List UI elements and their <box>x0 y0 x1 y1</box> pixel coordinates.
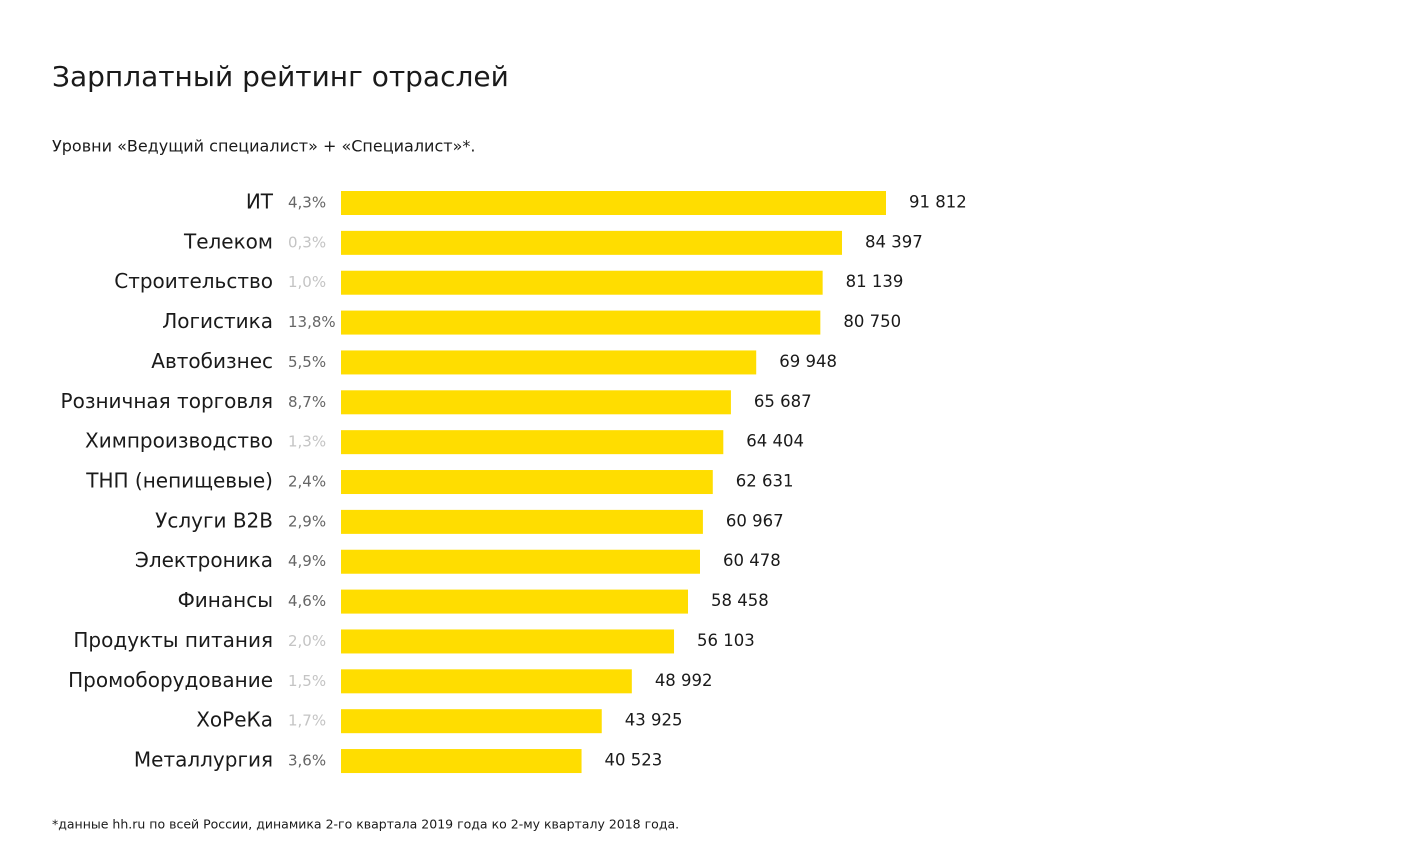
change-label: 13,8% <box>288 313 336 331</box>
category-label: Телеком <box>183 229 273 253</box>
category-label: Электроника <box>135 548 273 572</box>
change-label: 4,3% <box>288 194 326 212</box>
chart-subtitle: Уровни «Ведущий специалист» + «Специалис… <box>52 137 475 156</box>
bar <box>341 669 632 694</box>
category-label: Услуги B2B <box>155 508 273 532</box>
change-label: 1,7% <box>288 712 326 730</box>
bar <box>341 390 731 415</box>
change-label: 2,0% <box>288 632 326 650</box>
bar <box>341 350 757 375</box>
bar <box>341 589 689 614</box>
category-label: Продукты питания <box>73 628 273 652</box>
category-label: ТНП (непищевые) <box>85 469 273 493</box>
change-label: 2,9% <box>288 512 326 530</box>
value-label: 69 948 <box>779 352 837 371</box>
category-label: ИТ <box>246 190 274 214</box>
bar <box>341 549 700 574</box>
value-label: 84 397 <box>865 232 923 251</box>
category-label: Строительство <box>114 269 273 293</box>
bar <box>341 270 823 295</box>
bar <box>341 430 724 455</box>
bar <box>341 709 602 734</box>
bar <box>341 509 703 534</box>
value-label: 48 992 <box>655 671 713 690</box>
value-label: 40 523 <box>605 751 663 770</box>
change-label: 1,3% <box>288 433 326 451</box>
bar <box>341 629 675 654</box>
change-label: 3,6% <box>288 752 326 770</box>
value-label: 60 967 <box>726 511 784 530</box>
bar <box>341 191 886 215</box>
change-label: 5,5% <box>288 353 326 371</box>
bar <box>341 749 582 774</box>
category-label: Финансы <box>178 588 273 612</box>
change-label: 2,4% <box>288 473 326 491</box>
category-label: Логистика <box>162 309 273 333</box>
change-label: 1,0% <box>288 273 326 291</box>
change-label: 4,6% <box>288 592 326 610</box>
chart-title: Зарплатный рейтинг отраслей <box>52 60 509 93</box>
value-label: 64 404 <box>746 432 804 451</box>
value-label: 56 103 <box>697 631 755 650</box>
category-label: Автобизнес <box>151 349 273 373</box>
bar <box>341 470 713 495</box>
change-label: 8,7% <box>288 393 326 411</box>
value-label: 60 478 <box>723 551 781 570</box>
category-label: Промоборудование <box>68 668 273 692</box>
category-label: Химпроизводство <box>85 429 273 453</box>
value-label: 43 925 <box>625 711 683 730</box>
value-label: 91 812 <box>909 193 967 212</box>
category-label: Металлургия <box>134 748 273 772</box>
value-label: 81 139 <box>846 272 904 291</box>
footnote: *данные hh.ru по всей России, динамика 2… <box>52 817 679 832</box>
change-label: 0,3% <box>288 233 326 251</box>
value-label: 58 458 <box>711 591 769 610</box>
category-label: ХоРеКа <box>196 708 273 732</box>
change-label: 1,5% <box>288 672 326 690</box>
category-label: Розничная торговля <box>61 389 273 413</box>
value-label: 62 631 <box>736 472 794 491</box>
value-label: 65 687 <box>754 392 812 411</box>
change-label: 4,9% <box>288 552 326 570</box>
bar <box>341 310 821 335</box>
value-label: 80 750 <box>843 312 901 331</box>
bar <box>341 230 842 255</box>
